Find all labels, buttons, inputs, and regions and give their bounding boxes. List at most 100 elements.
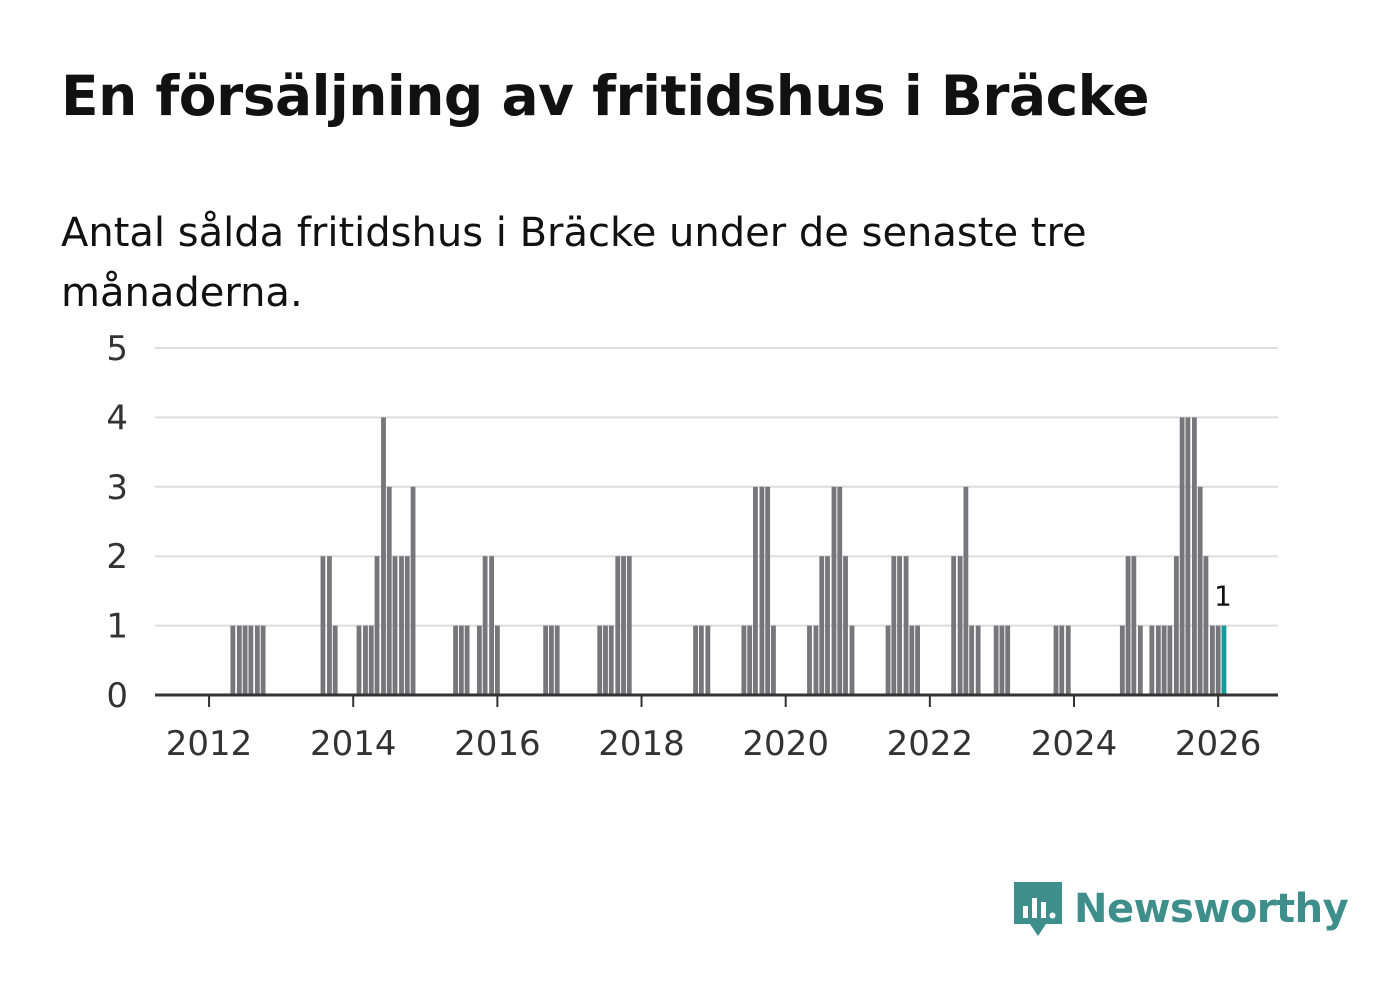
bar <box>765 486 771 695</box>
highlight-value-label: 1 <box>1214 580 1232 613</box>
bar <box>885 625 891 695</box>
bar <box>482 556 488 695</box>
bar <box>489 556 495 695</box>
bar <box>813 625 819 695</box>
bar <box>831 486 837 695</box>
x-tick-label: 2012 <box>166 724 253 764</box>
bar <box>1197 486 1203 695</box>
bar <box>1155 625 1161 695</box>
bar <box>993 625 999 695</box>
bar <box>698 625 704 695</box>
bar <box>254 625 260 695</box>
bars <box>230 417 1227 695</box>
bar <box>957 556 963 695</box>
y-tick-label: 4 <box>106 398 128 438</box>
bar <box>891 556 897 695</box>
bar <box>771 625 776 695</box>
y-tick-label: 5 <box>106 329 128 369</box>
bar <box>621 556 626 695</box>
bar <box>903 556 909 695</box>
bar <box>386 486 392 695</box>
bar <box>356 625 362 695</box>
bar <box>963 486 969 695</box>
x-tick-label: 2016 <box>454 724 541 764</box>
bar <box>381 417 386 695</box>
bar <box>915 625 921 695</box>
x-axis <box>155 693 1278 707</box>
bar <box>1191 417 1197 695</box>
bar <box>554 625 560 695</box>
bar <box>1167 625 1173 695</box>
bar <box>332 625 338 695</box>
y-tick-label: 3 <box>106 468 128 508</box>
y-tick-label: 0 <box>106 676 128 716</box>
x-tick-label: 2020 <box>742 724 829 764</box>
bar <box>747 625 753 695</box>
chart-title: En försäljning av fritidshus i Bräcke <box>61 64 1150 128</box>
bar <box>242 625 248 695</box>
bar <box>236 625 242 695</box>
bar <box>1215 625 1221 695</box>
bar <box>230 625 236 695</box>
bar <box>260 625 266 695</box>
bar <box>1119 625 1125 695</box>
bar <box>741 625 747 695</box>
bar <box>705 625 711 695</box>
bar <box>849 625 855 695</box>
bar <box>753 486 758 695</box>
bar <box>608 625 614 695</box>
bar <box>543 625 549 695</box>
bar <box>1053 625 1059 695</box>
newsworthy-logo-icon <box>1014 882 1062 936</box>
bar <box>969 625 975 695</box>
bar <box>999 625 1005 695</box>
bar <box>1161 625 1167 695</box>
bar <box>837 486 843 695</box>
bar <box>368 625 374 695</box>
bar <box>825 556 830 695</box>
bar <box>248 625 254 695</box>
bar <box>615 556 621 695</box>
bar <box>1203 556 1209 695</box>
bar <box>909 625 915 695</box>
bar <box>1179 417 1185 695</box>
bar <box>1185 417 1191 695</box>
bar <box>1149 625 1155 695</box>
x-tick-label: 2022 <box>887 724 974 764</box>
bar <box>626 556 632 695</box>
bar <box>975 625 981 695</box>
bar <box>363 625 368 695</box>
bar <box>693 625 699 695</box>
bar <box>603 625 608 695</box>
chart-subtitle: Antal sålda fritidshus i Bräcke under de… <box>61 210 1087 316</box>
bar <box>404 556 410 695</box>
gridlines <box>155 347 1278 627</box>
bar <box>494 625 500 695</box>
highlighted-bar <box>1221 625 1227 695</box>
bar <box>1005 625 1011 695</box>
x-tick-label: 2014 <box>310 724 397 764</box>
bar <box>1059 625 1065 695</box>
newsworthy-logo[interactable]: Newsworthy <box>1010 878 1349 940</box>
brand-name: Newsworthy <box>1074 886 1349 932</box>
y-tick-label: 1 <box>106 607 128 647</box>
bar <box>453 625 458 695</box>
x-tick-label: 2018 <box>598 724 685 764</box>
bar <box>1137 625 1143 695</box>
bar <box>320 556 326 695</box>
bar <box>476 625 482 695</box>
bar <box>597 625 603 695</box>
bar <box>1131 556 1137 695</box>
x-tick-label: 2026 <box>1175 724 1262 764</box>
bar <box>897 556 902 695</box>
bar <box>1173 556 1179 695</box>
bar <box>951 556 957 695</box>
bar <box>1210 625 1215 695</box>
bar <box>464 625 470 695</box>
bar <box>410 486 416 695</box>
bar <box>759 486 765 695</box>
bar <box>843 556 848 695</box>
bar <box>458 625 464 695</box>
bar <box>1065 625 1071 695</box>
